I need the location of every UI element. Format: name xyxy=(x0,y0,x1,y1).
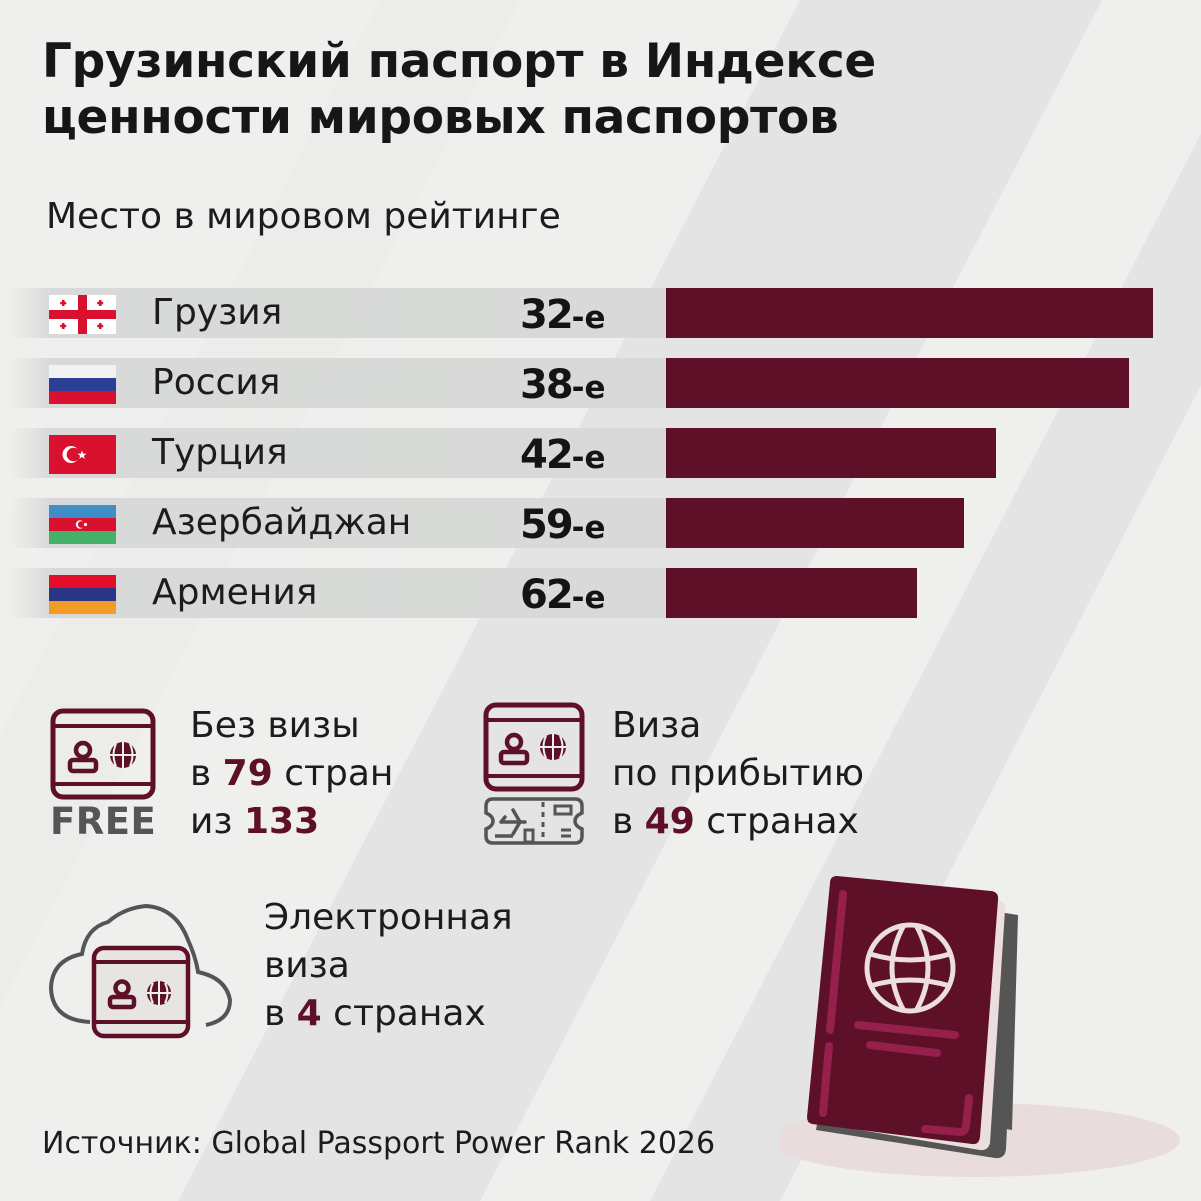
row-band xyxy=(10,358,666,408)
bar-russia xyxy=(666,358,1129,408)
azerbaijan-flag-icon xyxy=(49,505,116,544)
country-name: Россия xyxy=(152,362,281,403)
row-band xyxy=(10,498,666,548)
rank-suffix: -е xyxy=(571,510,606,546)
text: в xyxy=(264,993,297,1034)
total-countries: 133 xyxy=(243,801,320,842)
georgia-flag-icon xyxy=(49,295,116,334)
visa-on-arrival-text: Виза по прибытию в 49 странах xyxy=(612,702,864,846)
chart-subtitle: Место в мировом рейтинге xyxy=(46,196,561,237)
visa-free-line2: в 79 стран xyxy=(190,750,393,798)
evisa-count: 4 xyxy=(296,993,322,1034)
chart-row-georgia: Грузия 32-е xyxy=(10,288,1160,338)
evisa-line2: виза xyxy=(264,945,350,986)
rank-number: 62 xyxy=(520,572,574,618)
rank-value: 59-е xyxy=(520,502,606,551)
chart-row-armenia: Армения 62-е xyxy=(10,568,1160,618)
evisa-text: Электронная виза в 4 странах xyxy=(264,894,513,1038)
row-band xyxy=(10,288,666,338)
source-note: Источник: Global Passport Power Rank 202… xyxy=(42,1126,716,1161)
text: стран xyxy=(272,753,394,794)
visa-arrival-count: 49 xyxy=(644,801,695,842)
rank-number: 42 xyxy=(520,432,574,478)
visa-free-text: Без визы в 79 стран из 133 xyxy=(190,702,393,846)
visa-arrival-line3: в 49 странах xyxy=(612,798,864,846)
chart-row-azerbaijan: Азербайджан 59-е xyxy=(10,498,1160,548)
passport-card-icon xyxy=(50,708,156,800)
visa-arrival-line1: Виза xyxy=(612,705,702,746)
rank-number: 38 xyxy=(520,362,574,408)
visa-free-line1: Без визы xyxy=(190,705,360,746)
rank-number: 32 xyxy=(520,292,574,338)
text: в xyxy=(612,801,645,842)
turkey-flag-icon xyxy=(49,435,116,474)
country-name: Турция xyxy=(152,432,288,473)
rank-value: 32-е xyxy=(520,292,606,341)
visa-free-line3: из 133 xyxy=(190,798,393,846)
armenia-flag-icon xyxy=(49,575,116,614)
evisa-line3: в 4 странах xyxy=(264,990,513,1038)
page-title: Грузинский паспорт в Индексе ценности ми… xyxy=(42,34,876,146)
cloud-passport-icon xyxy=(48,903,233,1039)
title-line-1: Грузинский паспорт в Индексе xyxy=(42,34,876,89)
boarding-ticket-icon xyxy=(484,797,584,845)
title-line-2: ценности мировых паспортов xyxy=(42,90,839,145)
visa-free-count: 79 xyxy=(222,753,273,794)
rank-value: 42-е xyxy=(520,432,606,481)
rank-suffix: -е xyxy=(571,440,606,476)
evisa-line1: Электронная xyxy=(264,897,513,938)
rank-suffix: -е xyxy=(571,370,606,406)
text: странах xyxy=(321,993,486,1034)
row-band xyxy=(10,568,666,618)
rank-number: 59 xyxy=(520,502,574,548)
passport-illustration xyxy=(780,876,1180,1177)
chart-row-russia: Россия 38-е xyxy=(10,358,1160,408)
country-name: Армения xyxy=(152,572,318,613)
chart-row-turkey: Турция 42-е xyxy=(10,428,1160,478)
rank-suffix: -е xyxy=(571,300,606,336)
rank-suffix: -е xyxy=(571,580,606,616)
text: странах xyxy=(694,801,859,842)
russia-flag-icon xyxy=(49,365,116,404)
rank-value: 38-е xyxy=(520,362,606,411)
bar-azerbaijan xyxy=(666,498,964,548)
bar-turkey xyxy=(666,428,996,478)
free-label: FREE xyxy=(50,800,157,843)
bar-georgia xyxy=(666,288,1153,338)
rank-value: 62-е xyxy=(520,572,606,621)
passport-card-icon xyxy=(483,702,585,792)
visa-arrival-line2: по прибытию xyxy=(612,753,865,794)
row-band xyxy=(10,428,666,478)
bar-armenia xyxy=(666,568,917,618)
text: в xyxy=(190,753,223,794)
country-name: Азербайджан xyxy=(152,502,412,543)
text: из xyxy=(190,801,244,842)
country-name: Грузия xyxy=(152,292,283,333)
